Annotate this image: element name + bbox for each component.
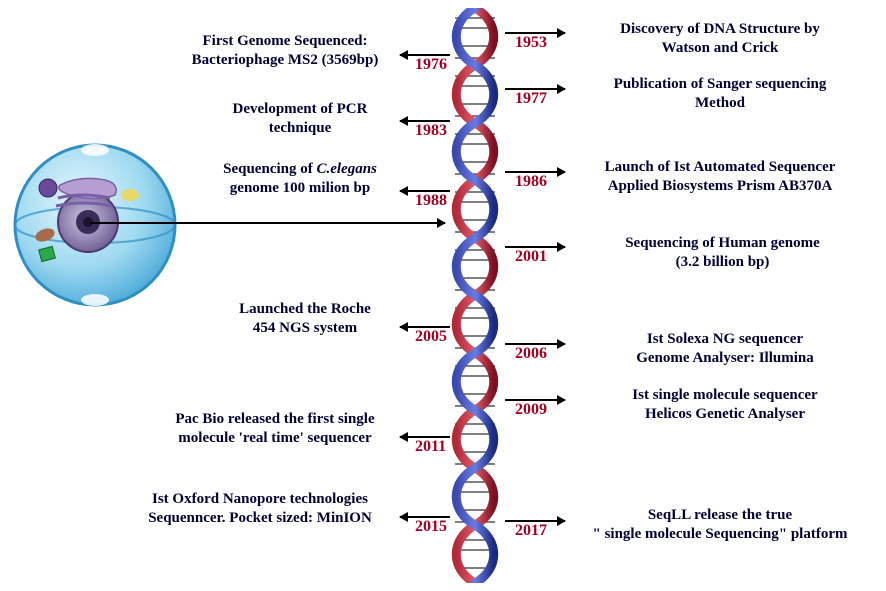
year-e2005: 2005 — [415, 328, 447, 346]
year-e1988: 1988 — [415, 192, 447, 210]
cell-to-helix-arrow — [90, 222, 445, 224]
year-e2006: 2006 — [515, 345, 547, 363]
event-e2005: Launched the Roche454 NGS system — [210, 300, 400, 338]
dna-helix — [445, 8, 505, 583]
event-e2017: SeqLL release the true" single molecule … — [560, 506, 880, 544]
event-e2009: Ist single molecule sequencerHelicos Gen… — [580, 386, 870, 424]
event-e1953: Discovery of DNA Structure byWatson and … — [570, 20, 870, 58]
event-e1977: Publication of Sanger sequencingMethod — [570, 75, 870, 113]
cell-illustration — [10, 140, 180, 310]
year-e2011: 2011 — [415, 438, 446, 456]
event-e2011: Pac Bio released the first singlemolecul… — [150, 410, 400, 448]
year-e2017: 2017 — [515, 522, 547, 540]
event-e1976: First Genome Sequenced:Bacteriophage MS2… — [165, 32, 405, 70]
timeline-diagram: 1953 Discovery of DNA Structure byWatson … — [0, 0, 886, 591]
year-e1976: 1976 — [415, 56, 447, 74]
event-e1988: Sequencing of C.elegansgenome 100 milion… — [200, 160, 400, 198]
year-e1953: 1953 — [515, 34, 547, 52]
year-e1977: 1977 — [515, 90, 547, 108]
year-e2015: 2015 — [415, 518, 447, 536]
year-e1986: 1986 — [515, 173, 547, 191]
event-e2001: Sequencing of Human genome(3.2 billion b… — [575, 234, 870, 272]
year-e2009: 2009 — [515, 401, 547, 419]
event-e2006: Ist Solexa NG sequencerGenome Analyser: … — [580, 330, 870, 368]
year-e1983: 1983 — [415, 122, 447, 140]
event-e1983: Development of PCRtechnique — [200, 100, 400, 138]
year-e2001: 2001 — [515, 248, 547, 266]
event-e2015: Ist Oxford Nanopore technologiesSequennc… — [120, 490, 400, 528]
event-e1986: Launch of Ist Automated SequencerApplied… — [560, 158, 880, 196]
